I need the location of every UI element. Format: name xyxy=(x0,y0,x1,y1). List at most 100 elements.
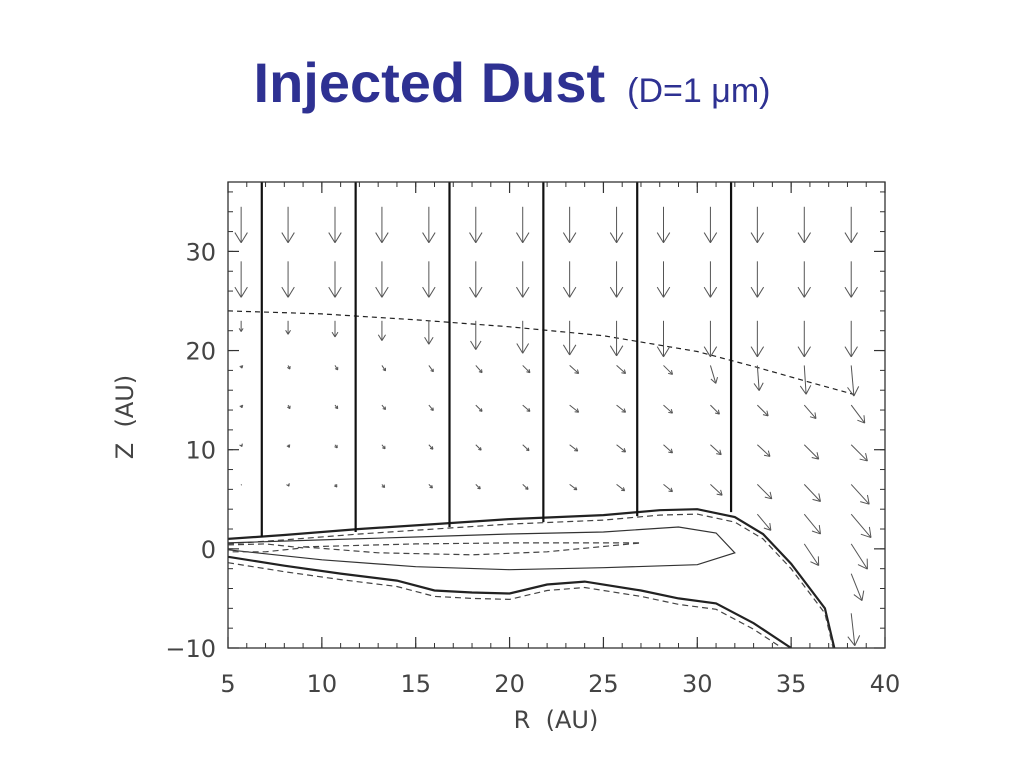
velocity-arrow xyxy=(334,404,339,410)
velocity-arrow xyxy=(703,261,718,298)
velocity-arrow xyxy=(516,261,530,298)
y-tick-label: 20 xyxy=(185,338,216,366)
x-tick-label: 15 xyxy=(400,670,431,698)
velocity-arrow xyxy=(803,444,820,460)
velocity-arrow xyxy=(475,444,482,451)
velocity-arrow xyxy=(475,365,483,374)
velocity-arrow xyxy=(663,365,673,375)
velocity-arrow xyxy=(797,206,811,244)
x-tick-label: 40 xyxy=(870,670,901,698)
velocity-arrow xyxy=(375,206,389,244)
title-main: Injected Dust xyxy=(253,51,606,114)
velocity-arrow xyxy=(757,484,773,500)
velocity-arrow xyxy=(847,365,860,397)
y-tick-label: 30 xyxy=(185,238,216,266)
velocity-arrow xyxy=(850,543,868,570)
velocity-arrow xyxy=(562,320,577,356)
core-dashed-contour xyxy=(228,543,304,553)
velocity-arrow xyxy=(797,261,811,298)
velocity-arrow xyxy=(803,513,821,535)
plot-frame xyxy=(227,181,886,649)
velocity-arrow xyxy=(656,261,671,298)
velocity-arrow xyxy=(522,484,529,490)
velocity-arrow xyxy=(850,444,868,462)
velocity-arrow xyxy=(239,404,244,409)
velocity-arrow xyxy=(377,320,386,341)
velocity-arrow xyxy=(331,320,339,338)
y-tick-label: 10 xyxy=(185,437,216,465)
velocity-arrow xyxy=(334,444,338,449)
mid-dashed-contour xyxy=(303,542,642,556)
velocity-arrow xyxy=(522,404,531,412)
velocity-arrow xyxy=(750,261,765,298)
velocity-arrow xyxy=(239,443,243,447)
velocity-arrow xyxy=(286,483,290,487)
velocity-arrow xyxy=(569,484,578,491)
velocity-arrow xyxy=(609,261,624,298)
velocity-arrow xyxy=(803,543,820,566)
velocity-arrow xyxy=(710,404,720,415)
velocity-arrow xyxy=(750,206,765,244)
velocity-arrow xyxy=(757,444,771,457)
velocity-arrow xyxy=(287,365,291,370)
velocity-arrow xyxy=(428,484,433,489)
velocity-arrow xyxy=(847,613,861,647)
x-tick-label: 20 xyxy=(494,670,525,698)
velocity-arrow xyxy=(475,404,483,412)
y-tick-label: 0 xyxy=(201,536,216,564)
velocity-arrow xyxy=(756,513,772,531)
velocity-arrow xyxy=(616,444,627,453)
x-tick-label: 30 xyxy=(682,670,713,698)
axes: 5 10 15 20 25 30 35 40 −10 0 10 20 30 xyxy=(165,182,900,698)
velocity-arrow xyxy=(609,206,624,244)
velocity-arrow xyxy=(616,365,627,375)
velocity-arrow xyxy=(516,206,530,244)
velocity-arrow xyxy=(797,320,811,358)
velocity-arrow xyxy=(753,365,764,391)
velocity-arrow xyxy=(850,573,865,602)
velocity-arrow xyxy=(469,261,483,298)
velocity-arrow xyxy=(703,320,718,358)
velocity-arrow xyxy=(803,484,821,502)
disk-surface-contour xyxy=(228,508,836,648)
title-subtitle: (D=1 μm) xyxy=(627,72,771,110)
velocity-arrow xyxy=(850,484,870,505)
disk-surface-dashed-contour xyxy=(228,513,834,648)
velocity-arrow xyxy=(428,444,434,450)
velocity-arrow xyxy=(569,365,580,375)
velocity-arrow xyxy=(381,484,386,489)
velocity-arrow xyxy=(569,444,579,452)
velocity-arrow xyxy=(562,261,577,298)
velocity-arrow xyxy=(475,484,481,490)
plot-contents xyxy=(228,182,872,648)
velocity-arrow xyxy=(375,261,389,298)
velocity-arrow xyxy=(709,365,718,384)
velocity-arrow xyxy=(522,444,530,452)
velocity-arrow xyxy=(516,320,530,354)
velocity-arrow xyxy=(239,365,244,369)
inner-solid-contour xyxy=(228,526,736,571)
velocity-arrow xyxy=(281,261,295,298)
velocity-arrow xyxy=(287,404,291,410)
velocity-arrow xyxy=(562,206,577,244)
velocity-arrow xyxy=(381,404,387,411)
velocity-arrow xyxy=(663,484,673,493)
x-tick-label: 10 xyxy=(307,670,338,698)
velocity-arrow xyxy=(710,444,722,456)
x-axis-label: R (AU) xyxy=(514,706,599,734)
velocity-arrow xyxy=(381,365,387,372)
velocity-arrow xyxy=(663,444,673,454)
velocity-arrow xyxy=(710,484,723,496)
velocity-arrow xyxy=(850,513,872,539)
velocity-arrow xyxy=(424,320,434,345)
velocity-arrow xyxy=(663,404,673,414)
velocity-arrow xyxy=(844,206,858,244)
velocity-arrow xyxy=(616,484,626,492)
velocity-arrow xyxy=(234,206,248,244)
x-tick-label: 35 xyxy=(776,670,807,698)
scale-height-line xyxy=(228,310,857,396)
velocity-arrow xyxy=(844,320,858,358)
velocity-arrow xyxy=(569,404,580,413)
velocity-arrow xyxy=(281,206,295,244)
velocity-arrow xyxy=(609,320,624,357)
